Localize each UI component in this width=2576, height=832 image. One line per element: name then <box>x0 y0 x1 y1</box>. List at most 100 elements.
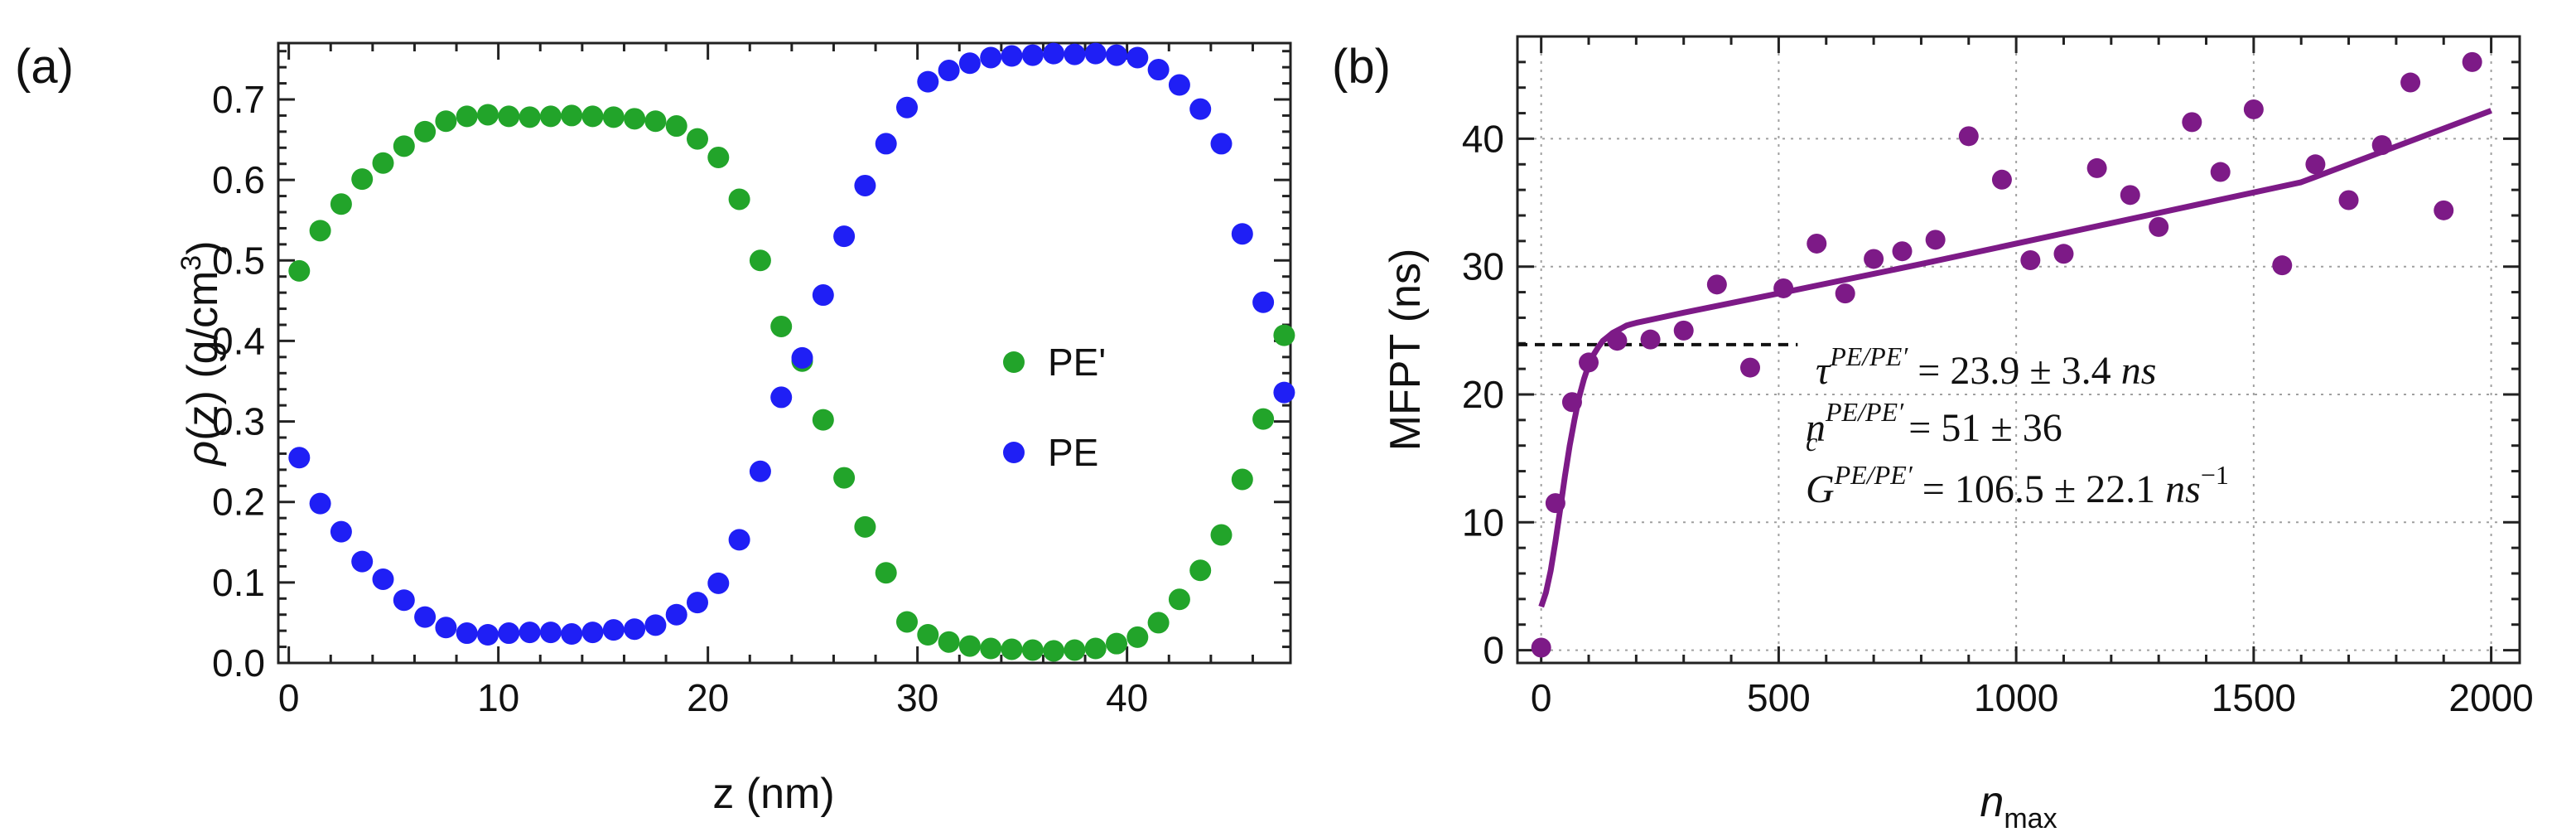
pe-point <box>498 622 520 645</box>
mfpt-point <box>2210 162 2231 182</box>
mfpt-point <box>2371 135 2392 156</box>
pe-prime-point <box>770 315 793 337</box>
b-x-tick-label: 500 <box>1747 676 1811 719</box>
pe-point <box>351 550 374 573</box>
pe-prime-point <box>728 188 750 210</box>
a-x-tick-label: 10 <box>477 676 519 719</box>
annotation-nc: nPE/PE′ c = 51 ± 36 <box>1806 397 2062 457</box>
pe-prime-point <box>665 115 687 138</box>
pe-prime-point <box>1231 468 1253 491</box>
pe-prime-point <box>644 110 667 133</box>
panel-b-gridlines <box>1517 36 2520 663</box>
panel-b-ticks <box>1517 36 2520 663</box>
pe-point <box>1084 42 1107 65</box>
pe-prime-point <box>812 409 834 431</box>
mfpt-point <box>1561 392 1582 413</box>
pe-prime-point <box>958 635 981 657</box>
panel-a-chart: 0 10 20 30 40 0.0 0.1 0.2 0.3 0.4 0.5 0.6 0.7 PE' PE… <box>176 41 1295 818</box>
panel-a-y-axis-label: ρ(z) (g/cm3) <box>176 240 227 467</box>
pe-prime-point <box>1273 324 1295 346</box>
a-y-tick-label: 0.6 <box>212 158 265 201</box>
panel-b-y-axis-label: MFPT (ns) <box>1382 249 1430 452</box>
pe-prime-point <box>1147 612 1170 634</box>
pe-point <box>539 622 562 644</box>
b-y-tick-label: 10 <box>1462 501 1504 544</box>
mfpt-point <box>1640 329 1661 350</box>
pe-prime-point <box>1001 638 1023 660</box>
pe-point <box>1168 74 1190 96</box>
pe-prime-point <box>561 104 583 127</box>
pe-prime-point <box>372 152 394 174</box>
mfpt-point <box>2305 154 2326 175</box>
pe-prime-point <box>435 110 457 133</box>
mfpt-point <box>1925 230 1946 250</box>
pe-point <box>770 386 793 409</box>
pe-prime-point <box>330 193 352 215</box>
pe-prime-point <box>351 168 374 191</box>
pe-prime-point <box>414 120 437 143</box>
mfpt-point <box>1958 126 1979 147</box>
mfpt-point <box>2243 99 2264 119</box>
pe-point <box>791 346 813 369</box>
pe-point <box>414 606 437 628</box>
pe-point <box>749 460 771 482</box>
panel-b-label: (b) <box>1332 40 1391 94</box>
a-y-tick-label: 0.2 <box>212 481 265 524</box>
mfpt-point <box>1835 283 1855 304</box>
pe-prime-point <box>624 108 646 130</box>
mfpt-point <box>2434 200 2454 220</box>
pe-prime-point <box>498 105 520 128</box>
b-x-tick-label: 1500 <box>2212 676 2296 719</box>
pe-point <box>938 60 960 82</box>
panel-b-points <box>1531 51 2482 658</box>
pe-point <box>393 589 415 612</box>
a-y-tick-label: 0.0 <box>212 641 265 684</box>
pe-point <box>875 133 897 155</box>
pe-point <box>896 96 919 119</box>
pe-prime-point <box>707 146 730 168</box>
mfpt-point <box>1892 241 1913 262</box>
pe-point <box>456 622 478 645</box>
panel-b-x-axis-label: nmax <box>1980 778 2057 832</box>
mfpt-point <box>2272 255 2293 276</box>
pe-prime-point <box>896 611 919 633</box>
pe-point <box>1147 59 1170 81</box>
pe-point <box>1126 46 1149 69</box>
pe-point <box>980 46 1002 69</box>
pe-prime-point <box>749 249 771 272</box>
mfpt-point <box>1545 493 1565 514</box>
pe-prime-point <box>833 467 856 489</box>
b-y-tick-label: 40 <box>1462 117 1504 160</box>
pe-point <box>435 617 457 639</box>
a-y-tick-label: 0.4 <box>212 319 265 362</box>
b-y-tick-label: 30 <box>1462 245 1504 288</box>
mfpt-point <box>1579 352 1599 373</box>
pe-prime-point <box>456 105 478 128</box>
pe-point <box>833 225 856 248</box>
pe-point <box>1210 133 1233 155</box>
pe-point <box>288 447 311 469</box>
mfpt-point <box>1673 320 1694 341</box>
pe-point <box>707 572 730 594</box>
mfpt-point <box>2086 157 2107 178</box>
pe-prime-point <box>519 106 541 128</box>
pe-point <box>1106 44 1128 66</box>
panel-a-frame <box>277 41 1292 665</box>
pe-point <box>1252 291 1275 313</box>
b-y-tick-label: 0 <box>1483 629 1504 672</box>
pe-point <box>1189 98 1212 120</box>
panel-a-legend: PE' PE <box>1003 341 1106 474</box>
pe-point <box>812 284 834 307</box>
mfpt-point <box>2053 244 2074 264</box>
a-y-tick-label: 0.5 <box>212 239 265 282</box>
pe-prime-point <box>1084 637 1107 660</box>
pe-point <box>917 70 939 93</box>
pe-prime-point <box>1189 559 1212 582</box>
panel-b-tick-labels: 0 500 1000 1500 2000 0 10 20 30 40 <box>1462 117 2534 719</box>
a-y-tick-label: 0.3 <box>212 400 265 443</box>
pe-point <box>958 52 981 75</box>
pe-point <box>687 592 709 614</box>
a-y-tick-label: 0.7 <box>212 78 265 121</box>
pe-prime-point <box>1106 632 1128 655</box>
a-y-tick-label: 0.1 <box>212 561 265 604</box>
